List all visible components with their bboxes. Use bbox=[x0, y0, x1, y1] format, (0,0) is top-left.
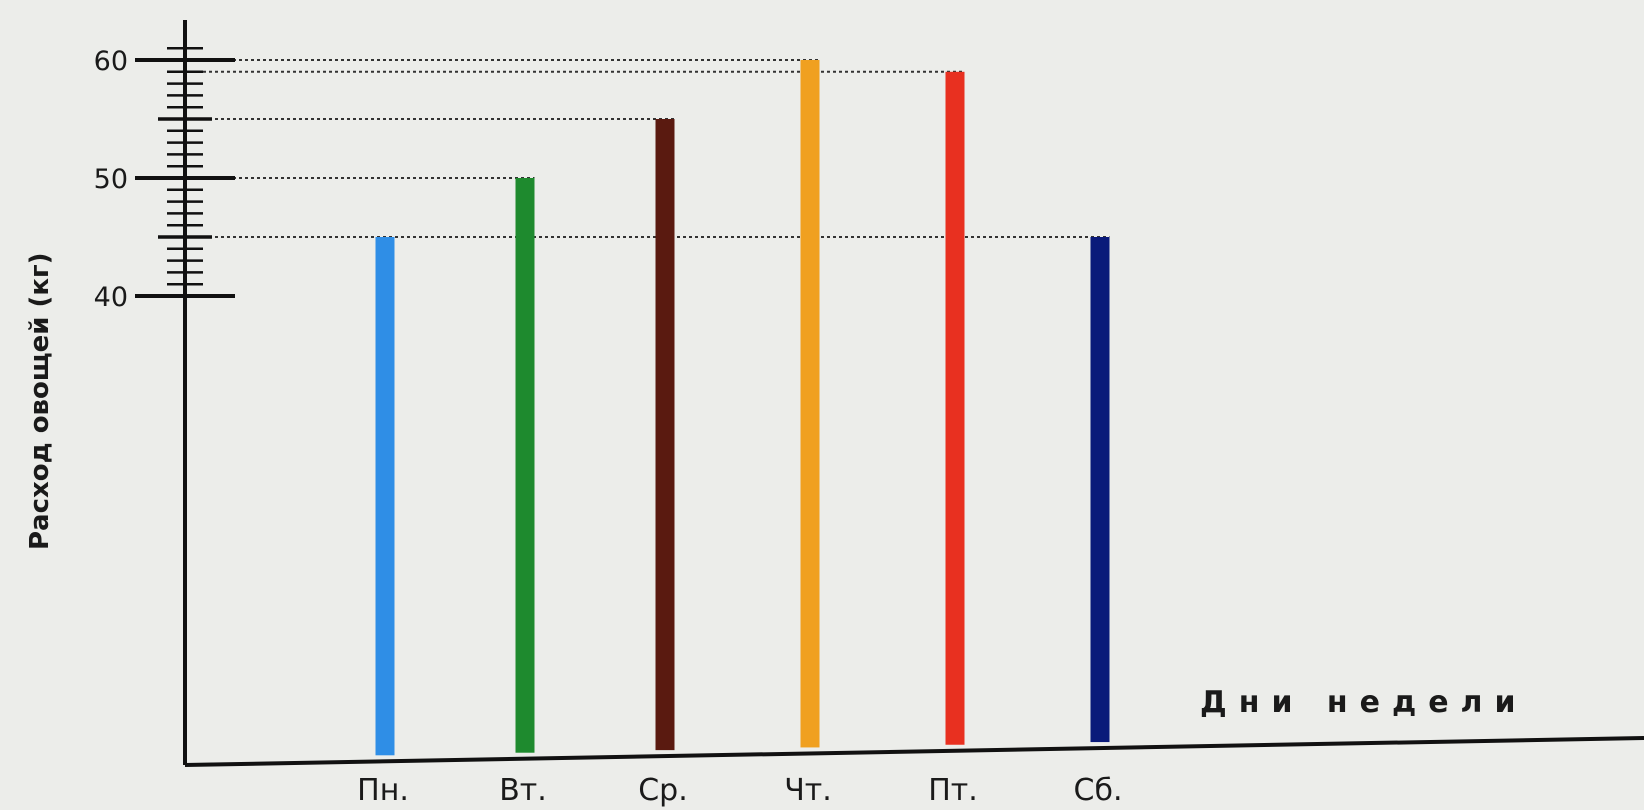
y-tick-label: 60 bbox=[94, 46, 128, 77]
bar bbox=[375, 237, 395, 756]
x-tick-label: Чт. bbox=[784, 773, 832, 808]
bar bbox=[655, 119, 675, 751]
x-tick-label: Пн. bbox=[357, 773, 409, 808]
y-tick-label: 50 bbox=[94, 164, 128, 195]
x-tick-label: Сб. bbox=[1074, 773, 1123, 808]
y-tick-label: 40 bbox=[94, 282, 128, 313]
x-tick-label: Вт. bbox=[499, 773, 547, 808]
x-axis-title: Дни недели bbox=[1200, 685, 1528, 720]
axes bbox=[183, 20, 1644, 767]
x-tick-label: Пт. bbox=[928, 773, 978, 808]
guide-lines bbox=[185, 59, 1110, 238]
bars bbox=[375, 60, 1110, 756]
x-tick-label: Ср. bbox=[638, 773, 688, 808]
bar bbox=[800, 60, 820, 748]
y-axis-title: Расход овощей (кг) bbox=[25, 252, 55, 550]
x-axis-line bbox=[184, 736, 1644, 767]
bar bbox=[945, 71, 965, 745]
y-ticks: 40 50 60 bbox=[94, 46, 235, 313]
x-tick-labels: Пн. Вт. Ср. Чт. Пт. Сб. bbox=[357, 773, 1122, 808]
bar bbox=[1090, 237, 1110, 743]
bar bbox=[515, 178, 535, 753]
